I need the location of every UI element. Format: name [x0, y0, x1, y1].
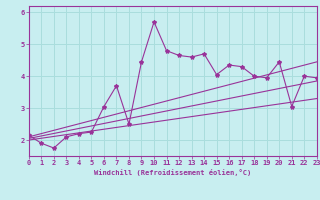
X-axis label: Windchill (Refroidissement éolien,°C): Windchill (Refroidissement éolien,°C)	[94, 169, 252, 176]
